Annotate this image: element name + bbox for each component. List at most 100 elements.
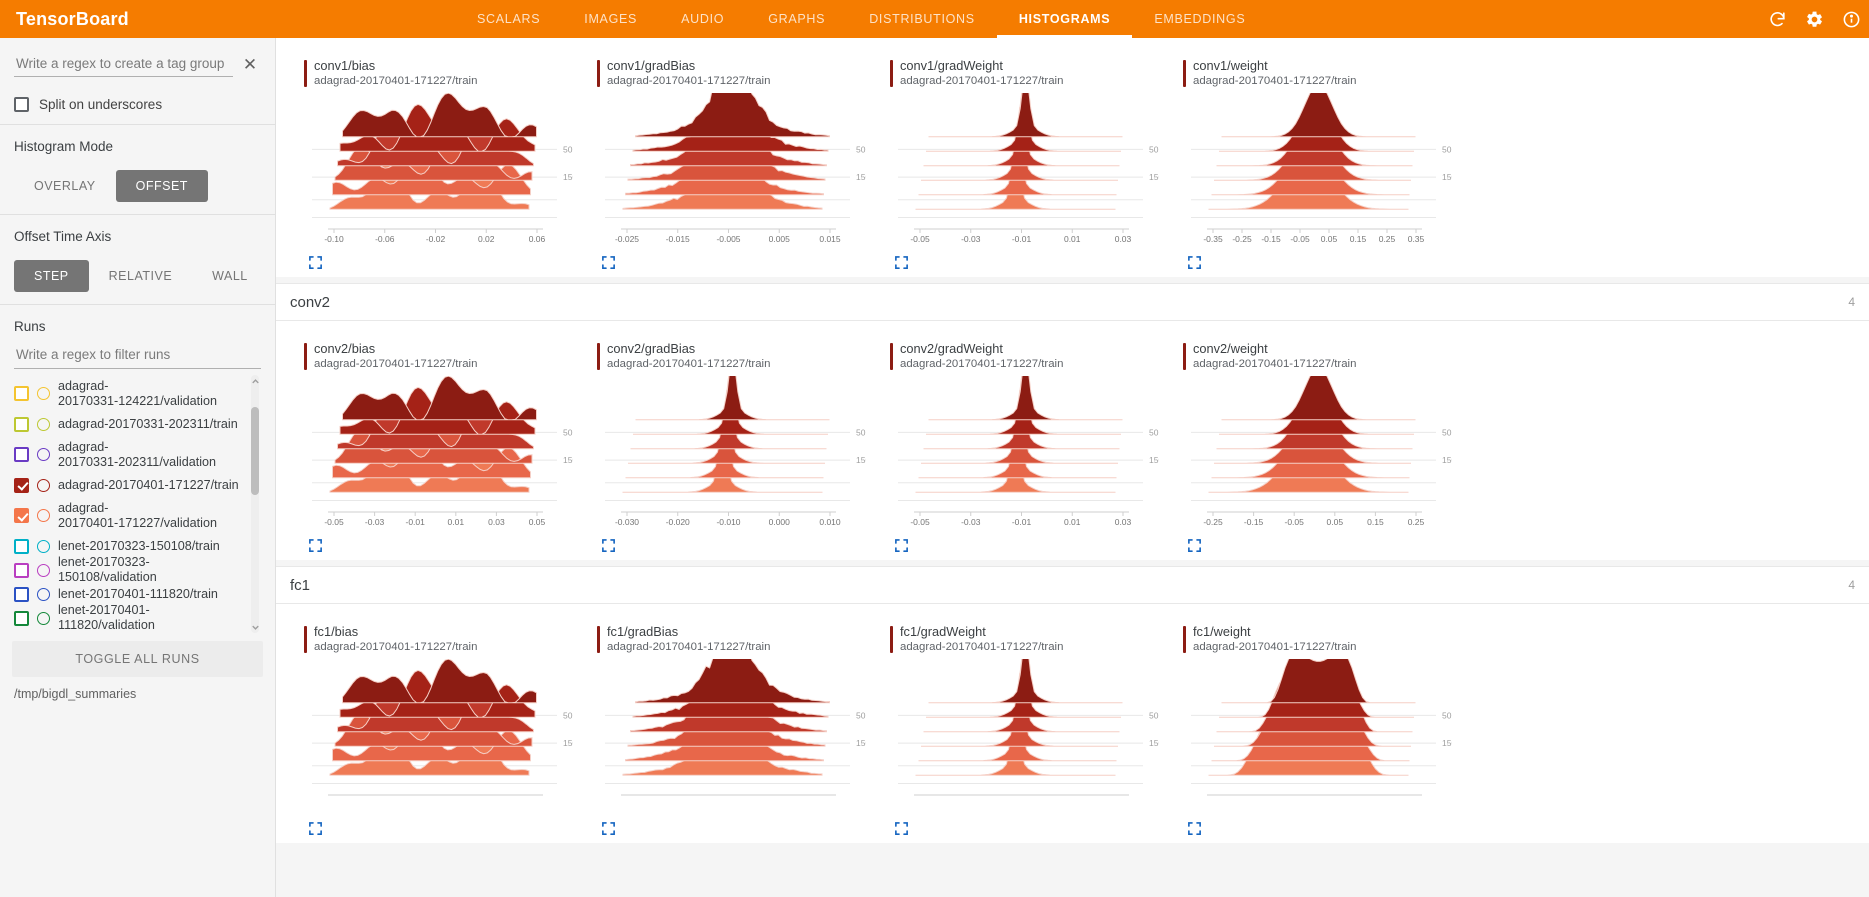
histogram-plot[interactable]: 50 150 -0.030 -0.020 -0.010 0.000 0.010 xyxy=(587,376,866,536)
run-list-item[interactable]: adagrad- 20170401-171227/validation xyxy=(14,497,243,534)
runs-scrollbar-thumb[interactable] xyxy=(251,407,259,495)
expand-icon[interactable] xyxy=(601,538,617,554)
histogram-plot[interactable]: 50 150 xyxy=(1173,659,1452,819)
histogram-mode-offset-button[interactable]: OFFSET xyxy=(115,170,208,202)
chevron-up-icon[interactable] xyxy=(249,375,261,387)
run-checkbox[interactable] xyxy=(14,610,29,626)
run-checkbox[interactable] xyxy=(14,416,29,432)
tab-embeddings[interactable]: EMBEDDINGS xyxy=(1154,12,1246,26)
histogram-plot[interactable]: 50 150 xyxy=(294,659,573,819)
refresh-icon[interactable] xyxy=(1768,10,1787,29)
expand-icon[interactable] xyxy=(601,255,617,271)
svg-text:0.25: 0.25 xyxy=(1408,517,1425,527)
run-list-item[interactable]: adagrad-20170331-202311/train xyxy=(14,412,243,436)
histogram-plot[interactable]: 50 150 -0.05 -0.03 -0.01 0.01 0.03 xyxy=(880,376,1159,536)
run-color-dot-icon[interactable] xyxy=(37,611,50,625)
run-list-item[interactable]: adagrad- 20170331-202311/validation xyxy=(14,436,243,473)
expand-icon[interactable] xyxy=(894,821,910,837)
run-checkbox[interactable] xyxy=(14,562,29,578)
svg-text:50: 50 xyxy=(1149,144,1159,154)
svg-text:150: 150 xyxy=(1442,172,1452,182)
expand-icon[interactable] xyxy=(1187,821,1203,837)
expand-icon[interactable] xyxy=(601,821,617,837)
gear-icon[interactable] xyxy=(1805,10,1824,29)
run-checkbox[interactable] xyxy=(14,477,29,493)
histogram-card[interactable]: conv1/gradBias adagrad-20170401-171227/tr… xyxy=(583,52,870,271)
toggle-all-runs-button[interactable]: TOGGLE ALL RUNS xyxy=(12,641,263,677)
tab-audio[interactable]: AUDIO xyxy=(681,12,725,26)
group-header[interactable]: fc1 4 xyxy=(276,566,1869,604)
svg-text:0.05: 0.05 xyxy=(529,517,546,527)
histogram-plot[interactable]: 50 150 -0.05 -0.03 -0.01 0.01 0.03 xyxy=(880,93,1159,253)
histogram-card[interactable]: fc1/weight adagrad-20170401-171227/train 5… xyxy=(1169,618,1456,837)
run-list-item[interactable]: lenet-20170323-150108/validation xyxy=(14,555,243,584)
histogram-card[interactable]: conv2/weight adagrad-20170401-171227/trai… xyxy=(1169,335,1456,554)
svg-text:-0.10: -0.10 xyxy=(324,234,344,244)
expand-icon[interactable] xyxy=(1187,538,1203,554)
histogram-plot[interactable]: 50 150 xyxy=(880,659,1159,819)
expand-icon[interactable] xyxy=(894,255,910,271)
expand-icon[interactable] xyxy=(308,538,324,554)
runs-filter-input[interactable] xyxy=(14,344,261,369)
run-color-dot-icon[interactable] xyxy=(37,509,50,522)
run-color-dot-icon[interactable] xyxy=(37,387,50,400)
chart-tag-label: conv2/gradWeight xyxy=(900,341,1003,356)
runs-list[interactable]: adagrad- 20170331-124221/validation adagr… xyxy=(14,375,261,633)
histogram-plot[interactable]: 50 150 -0.05 -0.03 -0.01 0.01 0.03 0.05 xyxy=(294,376,573,536)
histogram-card[interactable]: conv2/gradBias adagrad-20170401-171227/tr… xyxy=(583,335,870,554)
group-header[interactable]: conv2 4 xyxy=(276,283,1869,321)
histogram-card[interactable]: fc1/gradBias adagrad-20170401-171227/trai… xyxy=(583,618,870,837)
runs-scrollbar[interactable] xyxy=(251,375,259,633)
svg-text:-0.01: -0.01 xyxy=(1012,234,1032,244)
run-checkbox[interactable] xyxy=(14,538,29,554)
run-list-item[interactable]: lenet-20170401-111820/train xyxy=(14,582,243,606)
histogram-card[interactable]: conv2/gradWeight adagrad-20170401-171227/… xyxy=(876,335,1163,554)
run-color-dot-icon[interactable] xyxy=(37,563,50,577)
expand-icon[interactable] xyxy=(1187,255,1203,271)
run-checkbox[interactable] xyxy=(14,508,29,523)
tab-distributions[interactable]: DISTRIBUTIONS xyxy=(869,12,975,26)
time-axis-relative-button[interactable]: RELATIVE xyxy=(89,260,193,292)
histogram-card[interactable]: conv1/weight adagrad-20170401-171227/trai… xyxy=(1169,52,1456,271)
histogram-card[interactable]: conv1/gradWeight adagrad-20170401-171227/… xyxy=(876,52,1163,271)
run-list-item[interactable]: adagrad- 20170331-124221/validation xyxy=(14,375,243,412)
svg-text:150: 150 xyxy=(1149,738,1159,748)
run-color-dot-icon[interactable] xyxy=(37,448,50,461)
time-axis-wall-button[interactable]: WALL xyxy=(192,260,268,292)
chart-tag-label: conv2/gradBias xyxy=(607,341,696,356)
run-list-item[interactable]: lenet-20170323-150108/train xyxy=(14,534,243,558)
run-list-item[interactable]: adagrad-20170401-171227/train xyxy=(14,473,243,497)
run-checkbox[interactable] xyxy=(14,447,29,462)
tab-scalars[interactable]: SCALARS xyxy=(477,12,541,26)
expand-icon[interactable] xyxy=(308,255,324,271)
split-on-underscores-row[interactable]: Split on underscores xyxy=(14,97,261,112)
tab-images[interactable]: IMAGES xyxy=(584,12,638,26)
run-checkbox[interactable] xyxy=(14,386,29,401)
run-color-dot-icon[interactable] xyxy=(37,417,50,431)
histogram-card[interactable]: conv1/bias adagrad-20170401-171227/train 5… xyxy=(290,52,577,271)
chevron-down-icon[interactable] xyxy=(249,621,261,633)
histogram-card[interactable]: fc1/bias adagrad-20170401-171227/train 50 1… xyxy=(290,618,577,837)
close-icon[interactable]: ✕ xyxy=(242,54,258,74)
histogram-card[interactable]: conv2/bias adagrad-20170401-171227/train 5… xyxy=(290,335,577,554)
histogram-plot[interactable]: 50 150 -0.10 -0.06 -0.02 0.02 0.06 xyxy=(294,93,573,253)
run-list-item[interactable]: lenet-20170401-111820/validation xyxy=(14,603,243,632)
tab-graphs[interactable]: GRAPHS xyxy=(768,12,826,26)
run-color-dot-icon[interactable] xyxy=(37,539,50,553)
histogram-mode-overlay-button[interactable]: OVERLAY xyxy=(14,170,116,202)
histogram-plot[interactable]: 50 150 -0.025 -0.015 -0.005 0.005 0.015 xyxy=(587,93,866,253)
tab-histograms[interactable]: HISTOGRAMS xyxy=(996,0,1133,38)
histogram-plot[interactable]: 50 150 xyxy=(587,659,866,819)
histogram-plot[interactable]: 50 150 -0.35 -0.25 -0.15 -0.05 0.05 0.15 0.25 0.3… xyxy=(1173,93,1452,253)
expand-icon[interactable] xyxy=(894,538,910,554)
info-icon[interactable] xyxy=(1842,10,1861,29)
time-axis-step-button[interactable]: STEP xyxy=(14,260,89,292)
tag-regex-input[interactable] xyxy=(14,52,233,77)
histogram-plot[interactable]: 50 150 -0.25 -0.15 -0.05 0.05 0.15 0.25 xyxy=(1173,376,1452,536)
histogram-card[interactable]: fc1/gradWeight adagrad-20170401-171227/tr… xyxy=(876,618,1163,837)
expand-icon[interactable] xyxy=(308,821,324,837)
run-color-dot-icon[interactable] xyxy=(37,478,50,492)
run-checkbox[interactable] xyxy=(14,586,29,602)
run-color-dot-icon[interactable] xyxy=(37,587,50,601)
split-on-underscores-checkbox[interactable] xyxy=(14,97,29,112)
